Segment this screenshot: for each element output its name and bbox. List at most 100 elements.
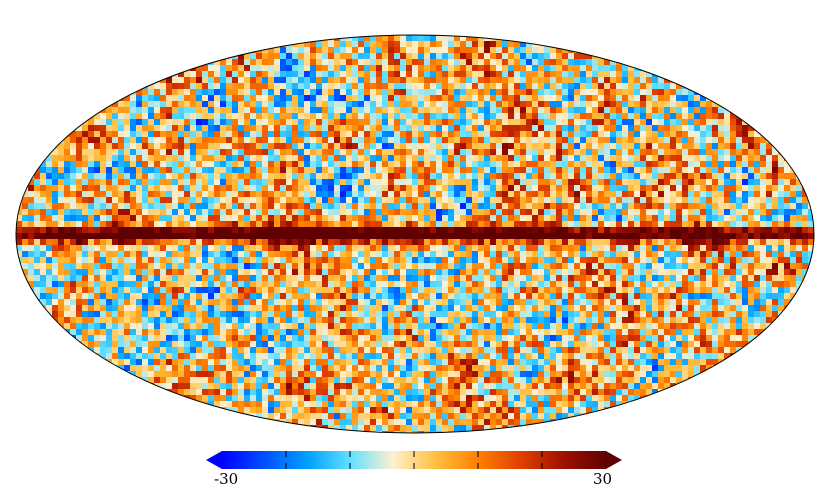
map-pixel xyxy=(196,167,203,174)
map-pixel xyxy=(232,251,239,258)
map-pixel xyxy=(490,131,497,138)
map-pixel xyxy=(346,77,353,84)
map-pixel xyxy=(454,149,461,156)
map-pixel xyxy=(178,89,185,96)
map-pixel xyxy=(352,65,359,72)
map-pixel xyxy=(694,245,701,252)
map-pixel xyxy=(454,53,461,60)
map-pixel xyxy=(382,287,389,294)
map-pixel xyxy=(190,137,197,144)
map-pixel xyxy=(346,71,353,78)
map-pixel xyxy=(526,167,533,174)
map-pixel xyxy=(166,233,173,240)
map-pixel xyxy=(118,197,125,204)
map-pixel xyxy=(226,59,233,66)
map-pixel xyxy=(664,287,671,294)
map-pixel xyxy=(532,137,539,144)
map-pixel xyxy=(172,149,179,156)
map-pixel xyxy=(436,275,443,282)
map-pixel xyxy=(736,251,743,258)
map-pixel xyxy=(118,119,125,126)
map-pixel xyxy=(802,209,809,216)
map-pixel xyxy=(322,233,329,240)
map-pixel xyxy=(310,209,317,216)
map-pixel xyxy=(736,215,743,222)
map-pixel xyxy=(322,179,329,186)
map-pixel xyxy=(424,161,431,168)
map-pixel xyxy=(634,173,641,180)
map-pixel xyxy=(334,269,341,276)
map-pixel xyxy=(136,257,143,264)
map-pixel xyxy=(160,119,167,126)
map-pixel xyxy=(346,83,353,90)
map-pixel xyxy=(298,125,305,132)
map-pixel xyxy=(748,185,755,192)
map-pixel xyxy=(400,71,407,78)
map-pixel xyxy=(784,269,791,276)
map-pixel xyxy=(742,203,749,210)
map-pixel xyxy=(298,47,305,54)
map-pixel xyxy=(532,155,539,162)
map-pixel xyxy=(202,245,209,252)
map-pixel xyxy=(490,281,497,288)
map-pixel xyxy=(808,179,814,186)
map-pixel xyxy=(40,269,47,276)
map-pixel xyxy=(718,221,725,228)
map-pixel xyxy=(568,245,575,252)
map-pixel xyxy=(142,185,149,192)
map-pixel xyxy=(604,101,611,108)
map-pixel xyxy=(250,149,257,156)
map-pixel xyxy=(376,149,383,156)
map-pixel xyxy=(256,287,263,294)
map-pixel xyxy=(406,191,413,198)
map-pixel xyxy=(292,287,299,294)
map-pixel xyxy=(352,155,359,162)
map-pixel xyxy=(184,119,191,126)
map-pixel xyxy=(202,185,209,192)
map-pixel xyxy=(526,209,533,216)
map-pixel xyxy=(448,155,455,162)
map-pixel xyxy=(814,275,821,282)
map-pixel xyxy=(670,203,677,210)
map-pixel xyxy=(790,251,797,258)
map-pixel xyxy=(250,245,257,252)
map-pixel xyxy=(628,179,635,186)
map-pixel xyxy=(238,65,245,72)
map-pixel xyxy=(502,149,509,156)
map-pixel xyxy=(382,143,389,150)
map-pixel xyxy=(370,59,377,66)
map-pixel xyxy=(544,149,551,156)
map-pixel xyxy=(544,71,551,78)
map-pixel xyxy=(94,275,101,282)
map-pixel xyxy=(664,101,671,108)
map-pixel xyxy=(202,95,209,102)
map-pixel xyxy=(718,263,725,270)
map-pixel xyxy=(376,257,383,264)
map-pixel xyxy=(760,185,767,192)
map-pixel xyxy=(592,71,599,78)
map-pixel xyxy=(784,155,791,162)
map-pixel xyxy=(208,173,215,180)
map-pixel xyxy=(508,203,515,210)
map-pixel xyxy=(388,143,395,150)
map-pixel xyxy=(310,77,317,84)
map-pixel xyxy=(760,149,767,156)
map-pixel xyxy=(562,233,569,240)
map-pixel xyxy=(268,227,275,234)
map-pixel xyxy=(88,155,95,162)
map-pixel xyxy=(418,257,425,264)
map-pixel xyxy=(478,137,485,144)
map-pixel xyxy=(160,149,167,156)
map-pixel xyxy=(286,191,293,198)
map-pixel xyxy=(322,83,329,90)
map-pixel xyxy=(460,131,467,138)
map-pixel xyxy=(166,113,173,120)
map-pixel xyxy=(136,119,143,126)
map-pixel xyxy=(502,131,509,138)
map-pixel xyxy=(490,215,497,222)
map-pixel xyxy=(646,107,653,114)
map-pixel xyxy=(208,113,215,120)
map-pixel xyxy=(496,233,503,240)
map-pixel xyxy=(730,125,737,132)
map-pixel xyxy=(274,287,281,294)
